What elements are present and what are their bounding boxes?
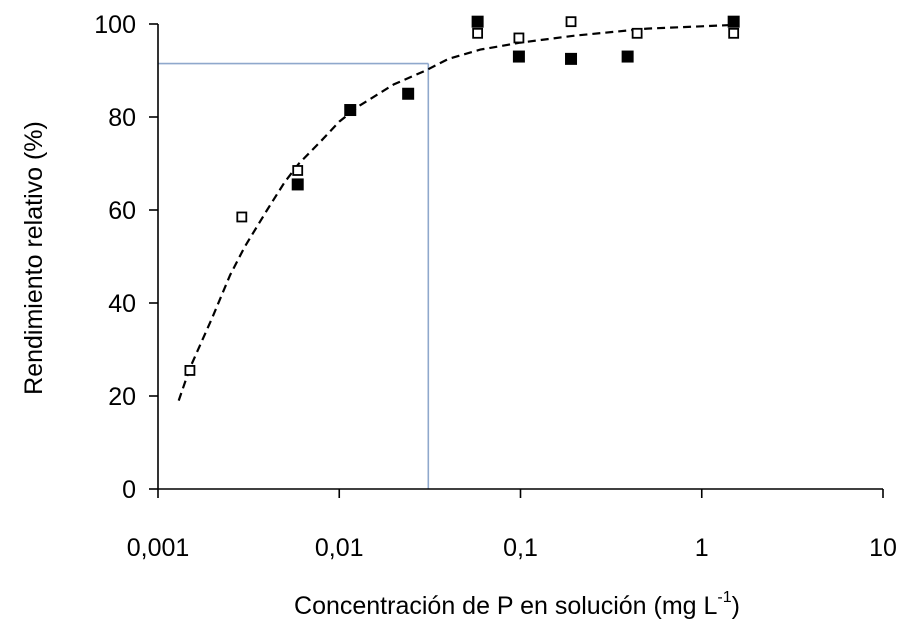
y-ticks: 0 20 40 60 80 100 [94, 11, 158, 504]
filled-square-point [727, 15, 740, 28]
x-axis-title-end: ) [732, 592, 740, 620]
open-square-point [565, 16, 577, 28]
fit-curve [177, 23, 734, 401]
x-axis-title: Concentración de P en solución (mg L-1) [294, 589, 740, 620]
x-tick-label: 0,01 [315, 534, 364, 562]
y-axis-title: Rendimiento relativo (%) [20, 121, 48, 395]
open-square-point [236, 211, 248, 223]
filled-square-point [402, 87, 415, 100]
axes [157, 24, 883, 490]
fit-curve-line [177, 23, 734, 401]
x-tick-label: 0,1 [503, 534, 538, 562]
open-square-point [513, 32, 525, 44]
data-points [184, 15, 740, 376]
filled-square-point [344, 104, 357, 117]
open-square-point [631, 27, 643, 39]
x-axis-title-main: Concentración de P en solución (mg L [294, 592, 717, 620]
filled-square-point [621, 50, 634, 63]
filled-square-point [512, 50, 525, 63]
open-square-point [292, 165, 304, 176]
filled-square-point [471, 15, 484, 28]
y-tick-label: 80 [108, 104, 136, 132]
x-tick-label: 0,001 [127, 534, 190, 562]
y-tick-label: 100 [94, 11, 136, 39]
filled-square-point [565, 52, 578, 65]
y-tick-label: 20 [108, 383, 136, 411]
filled-square-point [291, 178, 304, 191]
x-tick-label: 1 [695, 534, 709, 562]
open-square-point [728, 27, 740, 39]
y-tick-label: 0 [122, 476, 136, 504]
y-tick-label: 60 [108, 197, 136, 225]
x-ticks: 0,001 0,01 0,1 1 10 [127, 489, 897, 562]
x-tick-label: 10 [869, 534, 897, 562]
y-tick-label: 40 [108, 290, 136, 318]
x-axis-title-sup: -1 [717, 589, 731, 606]
open-square-point [472, 27, 484, 39]
reference-lines [158, 62, 430, 489]
open-square-point [184, 365, 196, 376]
